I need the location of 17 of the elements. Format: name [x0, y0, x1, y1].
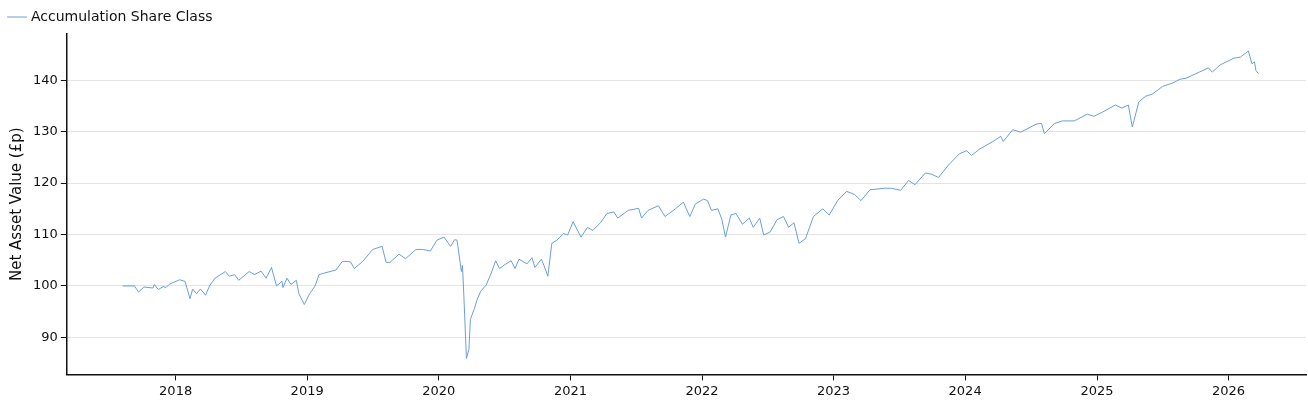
x-tick-label: 2020: [422, 382, 456, 398]
y-tick-label: 100: [32, 277, 58, 293]
x-tick-label: 2022: [685, 382, 719, 398]
y-tick-label: 110: [32, 225, 58, 241]
x-tick-label: 2019: [290, 382, 324, 398]
y-axis-title: Net Asset Value (£p): [6, 127, 25, 281]
y-tick-label: 90: [41, 328, 58, 344]
x-tick-label: 2025: [1080, 382, 1114, 398]
y-tick-label: 130: [32, 123, 58, 139]
y-tick-label: 140: [32, 71, 58, 87]
y-tick-label: 120: [32, 174, 58, 190]
x-tick-label: 2026: [1211, 382, 1246, 398]
legend-label: Accumulation Share Class: [31, 7, 213, 24]
x-tick-label: 2018: [159, 382, 193, 398]
x-tick-label: 2024: [948, 382, 982, 398]
x-tick-label: 2023: [817, 382, 851, 398]
x-tick-label: 2021: [554, 382, 588, 398]
